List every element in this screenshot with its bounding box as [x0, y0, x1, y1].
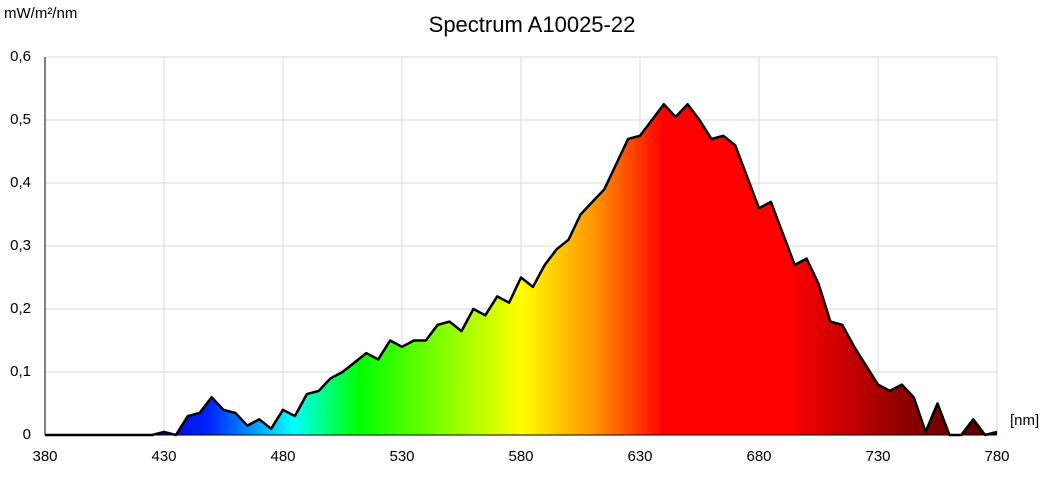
y-tick-label: 0,3 [10, 237, 31, 254]
x-tick-label: 730 [865, 448, 890, 465]
x-tick-label: 380 [32, 448, 57, 465]
line [45, 102, 998, 437]
y-axis-label: mW/m²/nm [4, 5, 77, 22]
x-tick-label: 780 [984, 448, 1009, 465]
y-tick-label: 0,1 [10, 363, 31, 380]
y-tick-label: 0,5 [10, 111, 31, 128]
x-tick-label: 680 [746, 448, 771, 465]
area [45, 104, 997, 435]
chart-title: Spectrum A10025-22 [429, 12, 636, 37]
y-tick-label: 0,6 [10, 48, 31, 65]
x-tick-label: 630 [627, 448, 652, 465]
y-tick-label: 0,2 [10, 300, 31, 317]
x-tick-label: 530 [389, 448, 414, 465]
x-tick-label: 480 [270, 448, 295, 465]
x-axis-label: [nm] [1010, 412, 1039, 429]
y-tick-label: 0 [23, 426, 31, 443]
y-tick-label: 0,4 [10, 174, 31, 191]
x-tick-label: 580 [508, 448, 533, 465]
x-tick-label: 430 [151, 448, 176, 465]
